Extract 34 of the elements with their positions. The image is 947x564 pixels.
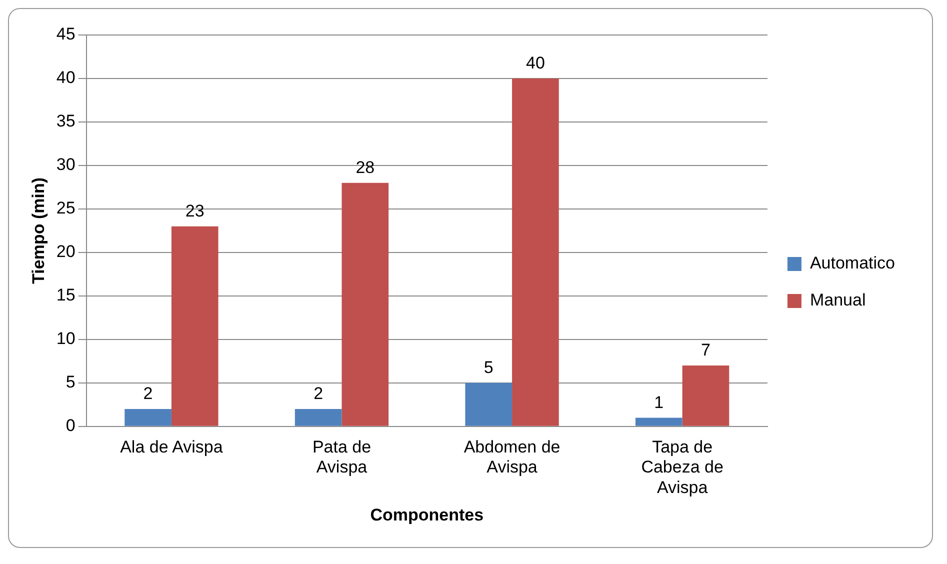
bar	[124, 409, 172, 426]
data-label: 2	[314, 384, 324, 404]
bar	[635, 418, 682, 426]
y-tick-label: 20	[56, 242, 76, 262]
x-axis-title: Componentes	[370, 505, 484, 524]
x-tick-label: Abdomen de Avispa	[464, 437, 560, 477]
y-tick-label: 40	[56, 68, 76, 88]
x-tick-label: Ala de Avispa	[120, 437, 224, 456]
y-tick-label: 45	[56, 24, 76, 44]
y-tick-label: 5	[66, 372, 76, 392]
bar	[465, 382, 512, 426]
data-label: 23	[185, 202, 204, 221]
bar	[512, 78, 559, 426]
legend-label: Automatico	[810, 254, 896, 273]
y-tick-label: 0	[66, 416, 76, 436]
y-tick-label: 25	[56, 198, 76, 218]
data-label: 7	[700, 340, 710, 360]
bar	[294, 409, 342, 426]
data-label: 2	[143, 384, 153, 404]
bar	[171, 226, 218, 426]
data-label: 5	[484, 358, 494, 378]
y-tick-label: 30	[56, 155, 76, 174]
legend-label: Manual	[810, 290, 866, 310]
bar	[342, 182, 389, 426]
y-axis-title: Tiempo (min)	[28, 177, 48, 284]
y-tick-label: 10	[56, 329, 76, 348]
y-tick-label: 35	[56, 112, 76, 131]
data-label: 1	[654, 392, 664, 412]
x-tick-label: Pata de Avispa	[312, 437, 372, 477]
data-label: 40	[526, 54, 545, 73]
bar	[682, 366, 730, 426]
y-tick-label: 15	[56, 286, 76, 305]
data-label: 28	[356, 158, 375, 178]
x-tick-label: Tapa de Cabeza de Avispa	[641, 437, 724, 498]
